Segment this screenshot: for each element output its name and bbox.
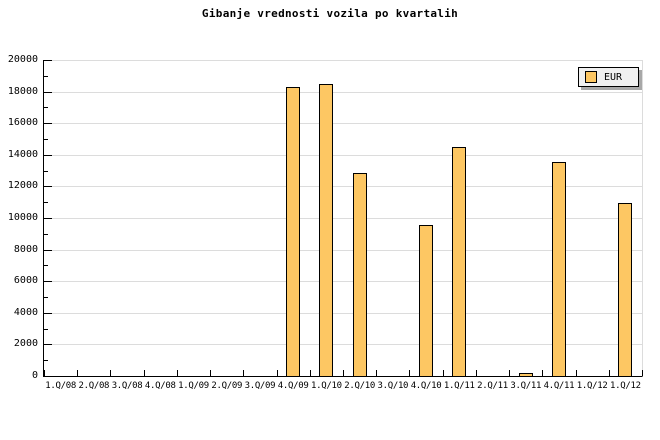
x-axis-tick <box>443 370 444 376</box>
legend-box: EUR <box>578 67 639 87</box>
bar-4.Q/10 <box>419 225 434 376</box>
x-axis-tick <box>177 370 178 376</box>
y-major-tick <box>44 249 52 251</box>
bar-4.Q/11 <box>551 162 566 376</box>
y-gridline <box>44 218 642 219</box>
bar-1.Q/10 <box>319 84 334 376</box>
y-major-tick <box>44 312 52 314</box>
y-minor-tick <box>44 107 48 109</box>
x-axis-tick-label: 2.Q/11 <box>477 381 508 391</box>
y-major-tick <box>44 218 52 219</box>
x-axis-tick-label: 2.Q/08 <box>78 381 110 391</box>
y-axis-tick-label: 6000 <box>13 275 38 287</box>
x-axis-tick <box>542 370 543 376</box>
x-axis-tick-label: 3.Q/08 <box>111 381 143 391</box>
x-axis-tick <box>310 370 311 376</box>
x-axis-tick-label: 1.Q/12 <box>576 381 608 391</box>
bar-2.Q/10 <box>352 173 367 376</box>
x-axis-tick <box>476 370 477 376</box>
x-axis-tick <box>210 370 211 376</box>
y-minor-tick <box>44 265 48 267</box>
y-minor-tick <box>44 360 48 362</box>
y-gridline <box>44 186 642 188</box>
y-gridline <box>44 91 642 93</box>
x-axis-tick-label: 3.Q/09 <box>244 381 276 391</box>
x-axis-tick-label: 4.Q/08 <box>144 381 176 391</box>
y-major-tick <box>44 344 52 346</box>
y-gridline <box>44 123 642 125</box>
y-axis-tick-label: 4000 <box>13 306 38 318</box>
y-minor-tick <box>44 75 48 77</box>
x-axis-tick-label: 4.Q/10 <box>410 381 442 391</box>
y-axis-tick-label: 2000 <box>13 338 38 350</box>
y-minor-tick <box>44 297 48 298</box>
bar-1.Q/11 <box>452 147 467 376</box>
y-gridline <box>44 60 642 61</box>
y-axis-tick-label: 0 <box>31 370 38 381</box>
x-axis-tick-label: 3.Q/10 <box>377 381 409 391</box>
x-axis-tick-label: 2.Q/10 <box>344 381 375 391</box>
x-axis-tick-label: 1.Q/08 <box>45 381 76 391</box>
x-axis-tick <box>277 370 278 376</box>
bar-4.Q/09 <box>286 87 301 376</box>
x-axis-tick <box>44 370 45 376</box>
x-axis-tick-label: 4.Q/09 <box>277 381 309 391</box>
y-minor-tick <box>44 170 48 172</box>
bar-1.Q/12 <box>618 203 633 376</box>
plot-area: 0 2000 4000 6000 8000 10000 12000 14000 16000 180… <box>8 55 643 391</box>
y-axis-tick-label: 12000 <box>7 180 38 192</box>
y-gridline <box>44 154 642 156</box>
y-major-tick <box>44 60 52 61</box>
legend-swatch-eur <box>585 71 597 83</box>
x-axis-tick <box>243 370 244 376</box>
x-axis-tick-label: 1.Q/11 <box>443 381 475 391</box>
y-gridline <box>44 344 642 346</box>
y-minor-tick <box>44 202 48 204</box>
x-axis-tick <box>576 370 577 376</box>
x-axis-tick-label: 3.Q/11 <box>510 381 542 391</box>
x-axis-tick-label: 4.Q/11 <box>543 381 575 391</box>
y-minor-tick <box>44 233 48 235</box>
x-axis-tick <box>509 370 510 376</box>
x-axis-tick <box>609 370 610 376</box>
x-axis-tick <box>376 370 377 376</box>
y-axis-tick-label: 20000 <box>7 54 38 65</box>
y-minor-tick <box>44 139 48 140</box>
y-major-tick <box>44 154 52 156</box>
bar-3.Q/11 <box>518 373 533 376</box>
x-axis-tick-label: 1.Q/10 <box>311 381 342 391</box>
y-gridline <box>44 281 642 283</box>
y-axis-tick-label: 10000 <box>7 212 38 223</box>
y-major-tick <box>44 186 52 188</box>
y-gridline <box>44 249 642 251</box>
chart-title: Gibanje vrednosti vozila po kvartalih <box>201 7 459 20</box>
x-axis-tick-label: 1.Q/12 <box>610 381 641 391</box>
x-axis-tick <box>110 370 111 376</box>
y-axis-tick-label: 16000 <box>7 117 38 129</box>
x-axis-tick <box>343 370 344 376</box>
y-axis-tick-label: 18000 <box>7 85 38 97</box>
x-axis-tick <box>409 370 410 376</box>
x-axis-tick <box>144 370 145 376</box>
y-major-tick <box>44 123 52 125</box>
x-axis-tick <box>642 370 643 376</box>
y-axis-tick-label: 8000 <box>13 243 38 255</box>
legend-label: EUR <box>604 71 623 83</box>
y-minor-tick <box>44 328 48 330</box>
x-axis-tick-label: 2.Q/09 <box>211 381 243 391</box>
x-axis-tick <box>77 370 78 376</box>
y-major-tick <box>44 281 52 283</box>
y-axis-tick-label: 14000 <box>7 148 38 160</box>
x-axis-tick-label: 1.Q/09 <box>178 381 209 391</box>
y-gridline <box>44 312 642 314</box>
y-major-tick <box>44 91 52 93</box>
